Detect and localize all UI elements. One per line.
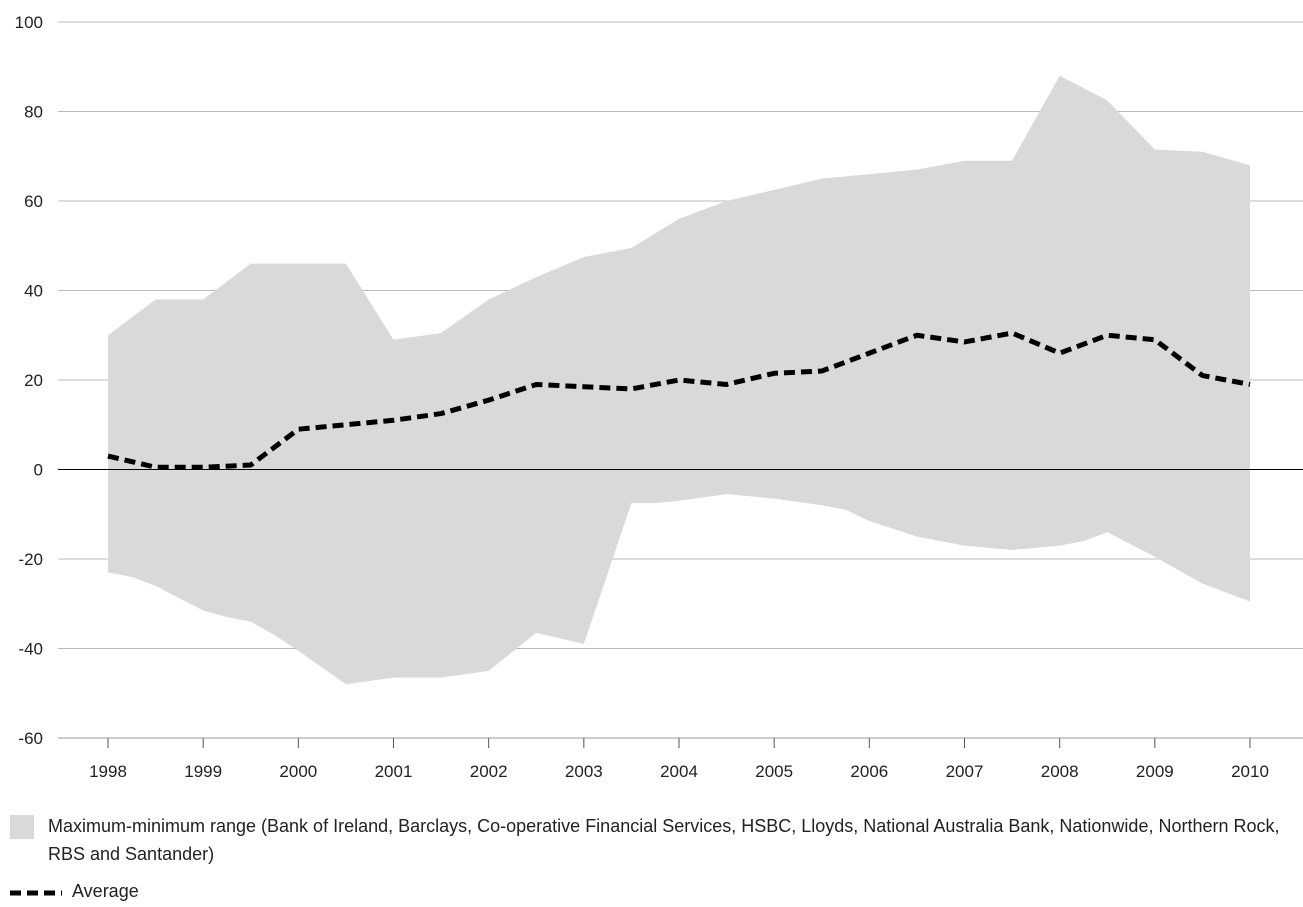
y-tick-label: -60 xyxy=(18,729,43,748)
x-tick-label: 2002 xyxy=(470,762,508,781)
legend-range-label: Maximum-minimum range (Bank of Ireland, … xyxy=(48,816,1280,864)
y-tick-label: 100 xyxy=(15,13,43,32)
y-axis-labels: 100 80 60 40 20 0 -20 -40 -60 xyxy=(15,13,43,748)
x-tick-label: 2000 xyxy=(279,762,317,781)
legend-average-label: Average xyxy=(72,881,139,901)
y-tick-label: 0 xyxy=(34,461,43,480)
x-tick-label: 2004 xyxy=(660,762,698,781)
y-tick-label: -20 xyxy=(18,550,43,569)
y-tick-label: 80 xyxy=(24,103,43,122)
x-tick-label: 2006 xyxy=(850,762,888,781)
range-area-layer xyxy=(108,75,1250,685)
y-tick-label: 40 xyxy=(24,282,43,301)
y-tick-label: 20 xyxy=(24,371,43,390)
legend-item-range: Maximum-minimum range (Bank of Ireland, … xyxy=(10,812,1290,868)
range-swatch-icon xyxy=(10,815,34,839)
legend: Maximum-minimum range (Bank of Ireland, … xyxy=(10,812,1290,906)
x-tick-label: 2009 xyxy=(1136,762,1174,781)
x-tick-label: 2010 xyxy=(1231,762,1269,781)
x-tick-label: 2003 xyxy=(565,762,603,781)
x-tick-label: 2008 xyxy=(1041,762,1079,781)
chart: 100 80 60 40 20 0 -20 -40 -60 1998 1999 2000 2001 20… xyxy=(15,13,1303,781)
x-tick-label: 2001 xyxy=(375,762,413,781)
x-tick-label: 2005 xyxy=(755,762,793,781)
x-axis xyxy=(58,737,1303,748)
x-axis-labels: 1998 1999 2000 2001 2002 2003 2004 2005 2006 2007… xyxy=(89,762,1269,781)
range-area xyxy=(108,75,1250,685)
legend-item-average: Average xyxy=(10,878,1290,906)
y-tick-label: -40 xyxy=(18,640,43,659)
y-tick-label: 60 xyxy=(24,192,43,211)
x-tick-label: 2007 xyxy=(946,762,984,781)
x-tick-label: 1999 xyxy=(184,762,222,781)
x-tick-label: 1998 xyxy=(89,762,127,781)
dashed-line-swatch-icon xyxy=(10,890,62,896)
